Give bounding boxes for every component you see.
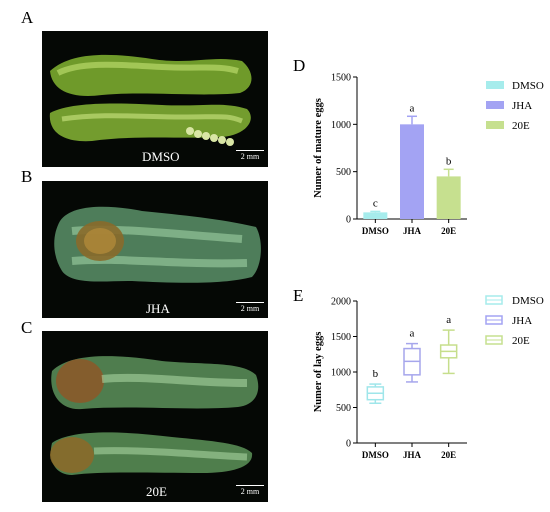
chartE-significance-letter: a [446, 314, 451, 326]
chartE-x-tick-label: 20E [441, 450, 456, 460]
chartE-legend-label: 20E [512, 335, 530, 347]
chartD-y-tick-label: 500 [336, 167, 351, 178]
panel-letter-d: D [293, 56, 306, 75]
chartD-legend-swatch [486, 81, 504, 89]
chartE-legend-label: DMSO [512, 295, 544, 307]
chartE-significance-letter: b [373, 368, 379, 380]
chartD-x-tick-label: DMSO [362, 226, 389, 236]
chartD-y-tick-label: 0 [346, 215, 351, 226]
panel-letter-b: B [21, 167, 33, 186]
chartD-legend-swatch [486, 121, 504, 129]
panel-letter-c: C [21, 318, 33, 337]
ovary-photo-20e: 20E 2 mm [42, 331, 268, 502]
ovary-photo-dmso: DMSO 2 mm [42, 31, 268, 167]
chartE-x-tick-label: DMSO [362, 450, 389, 460]
chartD-y-tick-label: 1000 [331, 120, 351, 131]
chartD-significance-letter: b [446, 155, 452, 167]
mature-eggs-bar-chart: 0 500 1000 1500 Numer of mature eggs c DMSO a JH… [313, 73, 544, 237]
panel-letter-e: E [293, 286, 304, 305]
chartD-bar-jha [400, 124, 424, 219]
chartD-legend-swatch [486, 101, 504, 109]
chartD-x-tick-label: 20E [441, 226, 456, 236]
chartD-legend-label: JHA [512, 100, 532, 112]
chartE-y-tick-label: 2000 [331, 297, 351, 308]
chartD-bar-dmso [363, 212, 388, 219]
chartE-y-tick-label: 1500 [331, 332, 351, 343]
chartE-x-tick-label: JHA [403, 450, 422, 460]
scale-text-c: 2 mm [240, 487, 260, 496]
chartE-y-tick-label: 0 [346, 439, 351, 450]
chartD-legend-label: 20E [512, 120, 530, 132]
chartD-y-axis-label: Numer of mature eggs [313, 98, 324, 198]
chartD-legend-label: DMSO [512, 80, 544, 92]
panel-letter-a: A [21, 8, 34, 27]
scale-bar-c: 2 mm [236, 485, 264, 496]
chartD-y-tick-label: 1500 [331, 73, 351, 84]
scale-bar-a: 2 mm [236, 150, 264, 161]
scale-text-a: 2 mm [240, 152, 260, 161]
chartD-x-tick-label: JHA [403, 226, 422, 236]
chartE-significance-letter: a [410, 328, 415, 340]
chartD-significance-letter: c [373, 197, 378, 209]
chartE-y-tick-label: 500 [336, 403, 351, 414]
lay-eggs-box-chart: 0 500 1000 1500 2000 Numer of lay eggs b DMSO a J… [313, 295, 544, 460]
chartD-significance-letter: a [410, 102, 415, 114]
photo-label-20e: 20E [146, 484, 167, 499]
photo-label-dmso: DMSO [142, 149, 180, 164]
scale-text-b: 2 mm [240, 304, 260, 313]
chartE-y-tick-label: 1000 [331, 368, 351, 379]
ovary-photo-jha: JHA 2 mm [42, 181, 268, 318]
scale-bar-b: 2 mm [236, 302, 264, 313]
chartD-bar-20e [436, 176, 461, 219]
photo-label-jha: JHA [146, 301, 170, 316]
chartE-y-axis-label: Numer of lay eggs [313, 332, 324, 413]
chartE-legend-label: JHA [512, 315, 532, 327]
